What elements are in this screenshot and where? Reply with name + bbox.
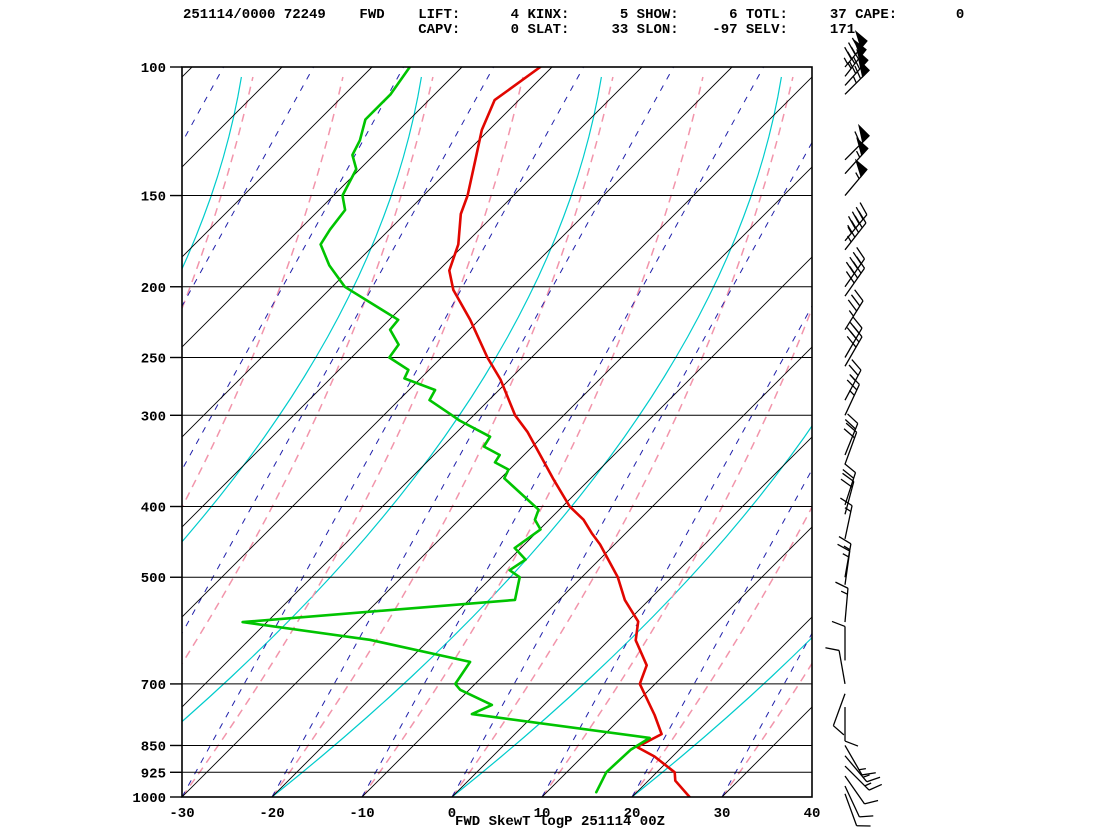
wind-barb (840, 497, 853, 540)
footer-title: FWD SkewT logP 251114 00Z (454, 814, 666, 830)
wind-barb (832, 693, 846, 736)
dry-adiabat-lines (182, 76, 812, 797)
wind-barb (843, 422, 858, 465)
wind-barb (844, 58, 870, 95)
wind-barb (844, 325, 863, 367)
wind-barb (844, 256, 866, 297)
temperature-axis: -30 -20 -10 0 10 20 30 40 (169, 806, 820, 822)
wind-barb (844, 765, 883, 791)
temp-tick-label: 30 (714, 806, 731, 822)
wind-barb (831, 620, 846, 661)
wind-barbs (825, 30, 883, 827)
pressure-tick-label: 200 (141, 281, 166, 297)
pressure-axis: 100 150 200 250 300 400 500 700 850 925 1000 (132, 61, 182, 807)
wind-barb (844, 39, 867, 77)
isotherm-lines (182, 67, 812, 797)
wind-barb (842, 463, 857, 506)
pressure-tick-label: 100 (141, 61, 166, 77)
plot-frame (181, 66, 813, 798)
temp-tick-label: -30 (169, 806, 194, 822)
wind-barb (844, 374, 860, 416)
temperature-trace (447, 67, 691, 797)
temp-tick-label: 40 (804, 806, 821, 822)
moist-adiabat-lines (182, 76, 812, 797)
temp-tick-label: 0 (448, 806, 456, 822)
pressure-tick-label: 250 (141, 351, 166, 367)
wind-barb (844, 707, 859, 747)
wind-barb (844, 755, 881, 783)
pressure-tick-label: 500 (141, 571, 166, 587)
temp-tick-label: -10 (349, 806, 374, 822)
wind-barb (844, 289, 864, 331)
pressure-tick-label: 300 (141, 409, 166, 425)
wind-barb (844, 158, 868, 196)
pressure-tick-label: 700 (141, 678, 166, 694)
graticule (182, 67, 812, 797)
wind-barb (844, 775, 879, 805)
dewpoint-trace (241, 67, 652, 794)
temp-tick-label: 20 (624, 806, 641, 822)
pressure-tick-label: 150 (141, 190, 166, 206)
wind-barb (844, 210, 867, 251)
wind-barb (844, 785, 874, 818)
header-indices-line1: 251114/0000 72249 FWD LIFT: 4 KINX: 5 SH… (183, 7, 965, 23)
wind-barb (844, 246, 866, 288)
pressure-tick-label: 925 (141, 766, 166, 782)
temp-tick-label: 10 (534, 806, 551, 822)
wind-barb (825, 647, 846, 685)
wind-barb (837, 543, 851, 585)
mixing-ratio-lines (182, 67, 812, 797)
wind-barb (844, 793, 871, 827)
wind-barb (844, 745, 876, 776)
pressure-tick-label: 1000 (132, 791, 166, 807)
wind-barb (844, 123, 870, 161)
wind-barb (835, 581, 849, 623)
pressure-tick-label: 850 (141, 739, 166, 755)
pressure-grid-lines (182, 67, 812, 797)
header-indices-line2: CAPV: 0 SLAT: 33 SLON: -97 SELV: 171 (183, 22, 856, 38)
pressure-tick-label: 400 (141, 501, 166, 517)
temp-tick-label: -20 (259, 806, 284, 822)
wind-barb (844, 413, 859, 456)
